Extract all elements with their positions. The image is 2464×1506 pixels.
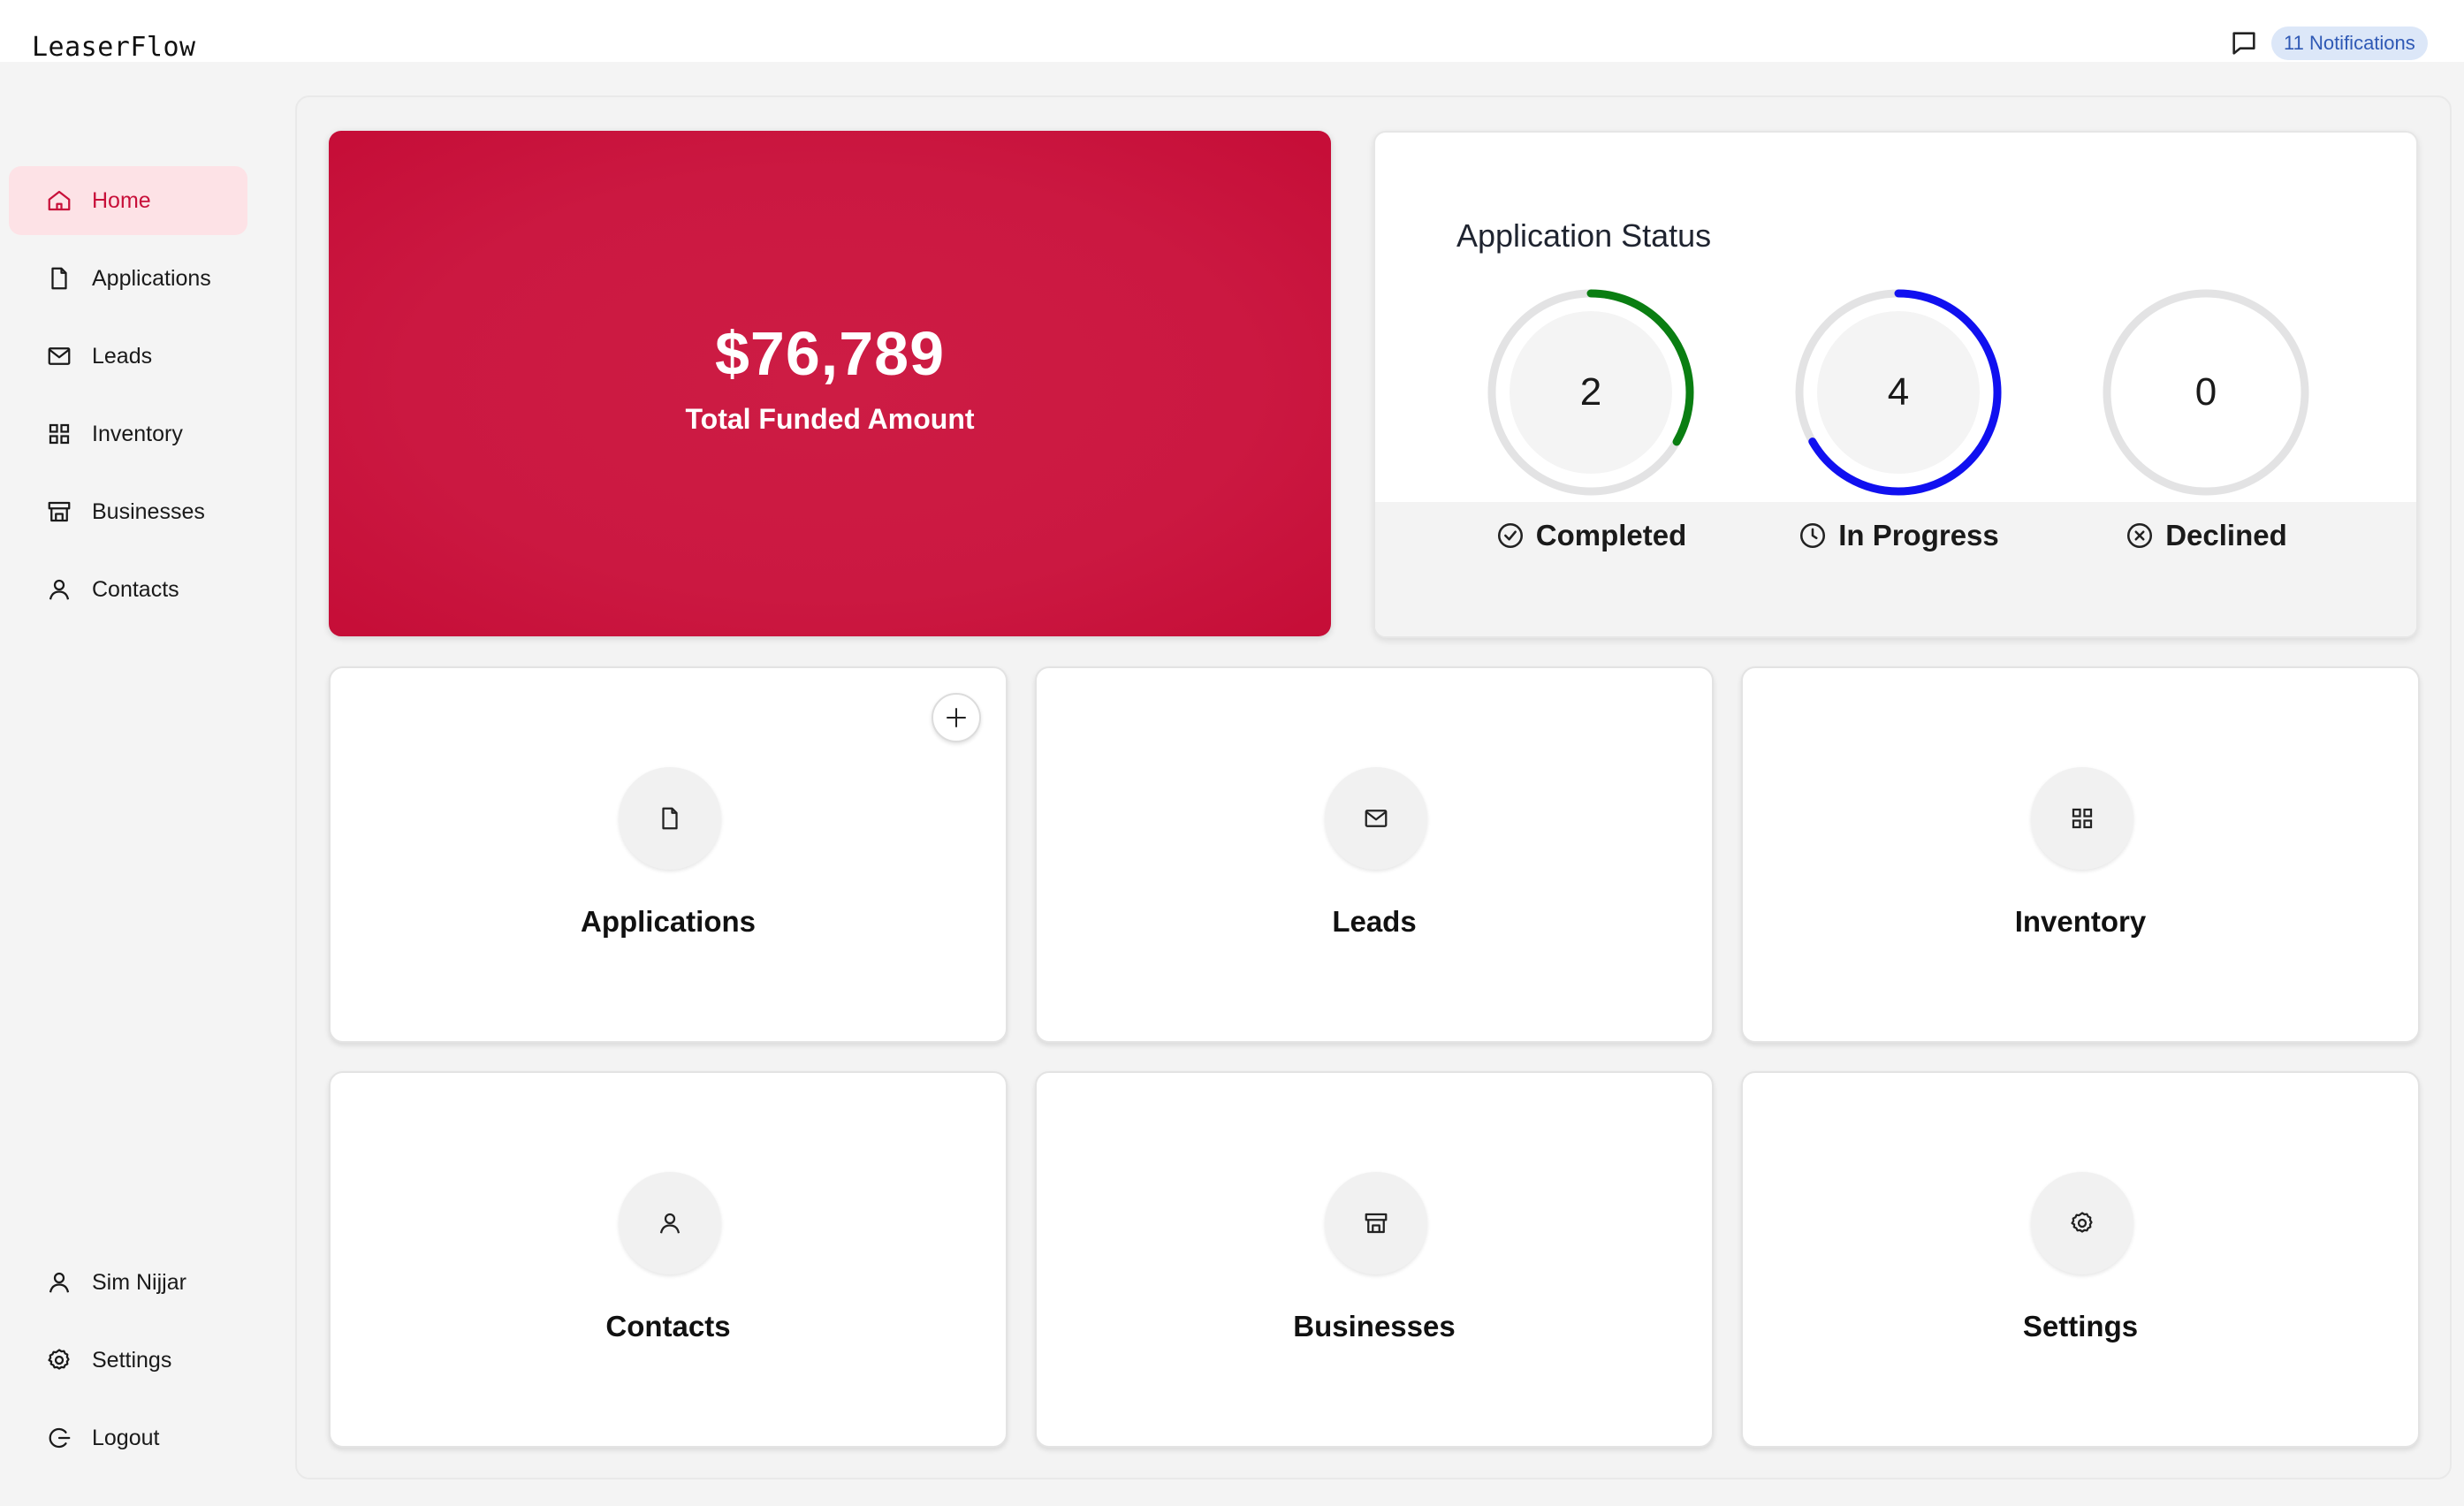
sidebar-item-leads[interactable]: Leads bbox=[9, 322, 247, 391]
total-funded-card: $76,789 Total Funded Amount bbox=[329, 131, 1331, 636]
sidebar-item-logout[interactable]: Logout bbox=[9, 1403, 247, 1472]
file-icon bbox=[657, 805, 683, 832]
add-application-button[interactable] bbox=[932, 693, 981, 742]
sidebar-item-settings[interactable]: Settings bbox=[9, 1326, 247, 1395]
tile-leads[interactable]: Leads bbox=[1035, 666, 1714, 1043]
user-icon bbox=[46, 1269, 72, 1296]
tile-icon-container bbox=[2031, 1172, 2133, 1274]
sidebar-item-label: Settings bbox=[92, 1347, 172, 1373]
mail-icon bbox=[1363, 805, 1389, 832]
user-icon bbox=[657, 1210, 683, 1236]
tile-label: Leads bbox=[1332, 905, 1417, 938]
tile-label: Businesses bbox=[1293, 1310, 1456, 1342]
completed-gauge: 2 bbox=[1485, 286, 1697, 498]
declined-label: Declined bbox=[2073, 516, 2339, 555]
sidebar-item-label: Leads bbox=[92, 343, 153, 369]
declined-count: 0 bbox=[2194, 370, 2217, 414]
in-progress-label-text: In Progress bbox=[1838, 519, 1999, 551]
application-status-card: Application Status 2 4 0 Completed bbox=[1373, 131, 2418, 638]
tile-contacts[interactable]: Contacts bbox=[329, 1071, 1008, 1448]
sidebar-item-profile[interactable]: Sim Nijjar bbox=[9, 1248, 247, 1317]
file-icon bbox=[46, 265, 72, 292]
tile-inventory[interactable]: Inventory bbox=[1741, 666, 2420, 1043]
grid-icon bbox=[46, 421, 72, 447]
gear-icon bbox=[46, 1347, 72, 1373]
in-progress-count: 4 bbox=[1887, 370, 1910, 414]
sidebar-item-label: Contacts bbox=[92, 576, 179, 602]
declined-label-text: Declined bbox=[2165, 519, 2287, 551]
in-progress-gauge: 4 bbox=[1792, 286, 2004, 498]
completed-label: Completed bbox=[1458, 516, 1723, 555]
sidebar-item-label: Logout bbox=[92, 1425, 160, 1450]
clock-icon bbox=[1798, 521, 1828, 551]
notifications-badge[interactable]: 11 Notifications bbox=[2271, 27, 2428, 60]
tile-businesses[interactable]: Businesses bbox=[1035, 1071, 1714, 1448]
check-circle-icon bbox=[1495, 521, 1525, 551]
status-labels-band bbox=[1375, 502, 2416, 636]
total-funded-amount: $76,789 bbox=[714, 319, 946, 388]
sidebar-item-label: Home bbox=[92, 187, 151, 213]
tile-settings[interactable]: Settings bbox=[1741, 1071, 2420, 1448]
x-circle-icon bbox=[2125, 521, 2155, 551]
sidebar-item-businesses[interactable]: Businesses bbox=[9, 477, 247, 546]
sidebar-item-label: Businesses bbox=[92, 498, 205, 524]
completed-gauge-arc bbox=[1487, 289, 1694, 496]
declined-gauge: 0 bbox=[2100, 286, 2312, 498]
total-funded-label: Total Funded Amount bbox=[685, 403, 975, 435]
tile-icon-container bbox=[1325, 1172, 1427, 1274]
completed-count: 2 bbox=[1579, 370, 1602, 414]
tile-label: Settings bbox=[2022, 1310, 2139, 1342]
sidebar: Home Applications Leads Inventory Busine… bbox=[0, 62, 283, 1506]
tile-applications[interactable]: Applications bbox=[329, 666, 1008, 1043]
logout-icon bbox=[46, 1425, 72, 1451]
app-brand: LeaserFlow bbox=[32, 32, 196, 63]
tile-icon-container bbox=[619, 1172, 721, 1274]
sidebar-item-label: Applications bbox=[92, 265, 211, 291]
application-status-title: Application Status bbox=[1456, 217, 1712, 254]
in-progress-label: In Progress bbox=[1766, 516, 2031, 555]
message-icon[interactable] bbox=[2229, 28, 2259, 58]
tile-icon-container bbox=[1325, 767, 1427, 870]
mail-icon bbox=[46, 343, 72, 369]
tile-label: Applications bbox=[580, 905, 757, 938]
top-bar: LeaserFlow 11 Notifications bbox=[0, 0, 2464, 63]
sidebar-item-home[interactable]: Home bbox=[9, 166, 247, 235]
completed-label-text: Completed bbox=[1535, 519, 1687, 551]
home-icon bbox=[46, 187, 72, 214]
tile-icon-container bbox=[619, 767, 721, 870]
sidebar-item-label: Sim Nijjar bbox=[92, 1269, 186, 1295]
store-icon bbox=[46, 498, 72, 525]
sidebar-item-inventory[interactable]: Inventory bbox=[9, 399, 247, 468]
tile-icon-container bbox=[2031, 767, 2133, 870]
tile-label: Contacts bbox=[605, 1310, 731, 1342]
plus-icon bbox=[943, 704, 970, 731]
store-icon bbox=[1363, 1210, 1389, 1236]
grid-icon bbox=[2069, 805, 2095, 832]
user-icon bbox=[46, 576, 72, 603]
sidebar-item-contacts[interactable]: Contacts bbox=[9, 555, 247, 624]
tile-label: Inventory bbox=[2014, 905, 2147, 938]
sidebar-item-label: Inventory bbox=[92, 421, 183, 446]
sidebar-item-applications[interactable]: Applications bbox=[9, 244, 247, 313]
in-progress-gauge-arc bbox=[1795, 289, 2002, 496]
gear-icon bbox=[2069, 1210, 2095, 1236]
